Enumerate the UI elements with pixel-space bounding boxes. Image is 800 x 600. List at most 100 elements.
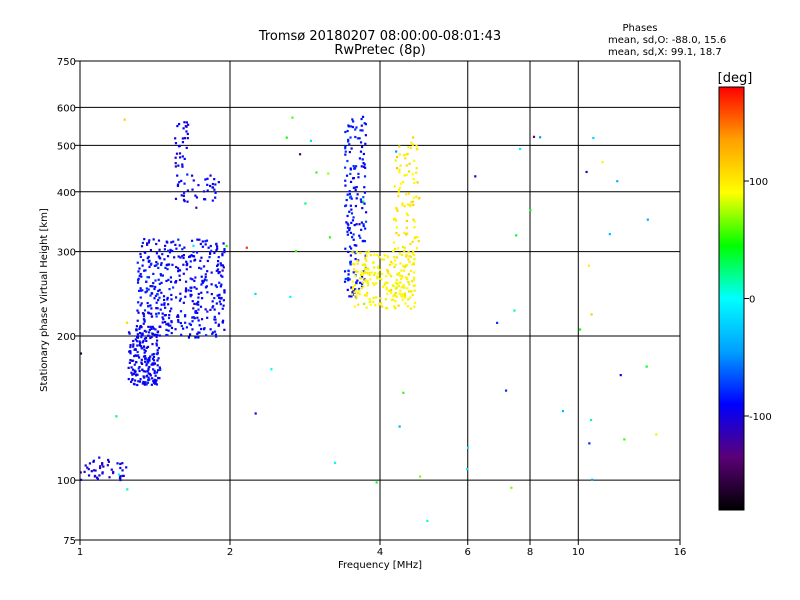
data-point (147, 241, 151, 244)
data-point (411, 173, 414, 176)
data-point (196, 316, 199, 319)
data-point (155, 301, 158, 304)
data-point (148, 265, 151, 269)
data-point (413, 159, 416, 162)
data-point (206, 291, 209, 294)
data-point (183, 200, 186, 203)
data-point (392, 256, 396, 259)
x-tick-label: 2 (227, 547, 233, 558)
data-point (407, 203, 410, 206)
data-point (79, 478, 83, 481)
data-point (400, 293, 403, 296)
data-point (368, 297, 371, 301)
data-point (397, 188, 400, 191)
data-point (404, 157, 407, 160)
data-point (217, 324, 220, 327)
data-point (392, 294, 395, 297)
data-point (347, 125, 350, 128)
data-point (223, 249, 226, 253)
data-point (116, 462, 119, 465)
data-point (170, 307, 173, 310)
data-point (142, 259, 145, 262)
data-point (404, 296, 407, 299)
data-point (136, 319, 139, 322)
data-point (160, 303, 163, 306)
data-point (135, 374, 138, 377)
data-point (399, 182, 402, 185)
data-point (197, 308, 200, 311)
data-point (151, 353, 154, 356)
data-point (193, 317, 196, 320)
data-point (194, 276, 197, 279)
data-point (406, 305, 409, 308)
data-point (407, 298, 410, 301)
data-point (215, 245, 219, 248)
data-point (136, 344, 139, 347)
y-axis-ticks: 75 100 200 300 400 500 600 750 (57, 57, 80, 547)
data-point (87, 468, 90, 471)
data-point (137, 301, 140, 304)
data-point (398, 186, 402, 189)
data-point (178, 274, 181, 277)
data-point (143, 238, 146, 241)
data-point (200, 327, 203, 331)
data-point (362, 285, 365, 288)
data-point (191, 316, 194, 319)
data-point (362, 239, 365, 243)
data-point (393, 247, 397, 251)
data-point (196, 238, 199, 241)
data-point (141, 264, 144, 267)
data-point (98, 466, 102, 470)
data-point (188, 333, 192, 336)
colorbar-tick-label: 0 (749, 295, 755, 306)
data-point (175, 152, 179, 155)
data-point (145, 287, 148, 290)
data-point (221, 321, 224, 324)
data-point (217, 256, 220, 259)
data-point (344, 130, 347, 134)
data-point (404, 276, 407, 279)
data-point (106, 464, 109, 467)
data-point (405, 219, 409, 223)
data-point (365, 267, 368, 270)
data-point (143, 348, 146, 351)
data-point (221, 252, 224, 255)
data-point (165, 328, 168, 332)
data-point (151, 362, 154, 365)
data-point (413, 289, 416, 292)
data-point (155, 335, 158, 339)
data-point (133, 371, 136, 374)
data-point (219, 262, 222, 265)
data-point (375, 282, 378, 285)
data-point (348, 245, 352, 248)
data-point (384, 281, 387, 284)
data-point (401, 293, 405, 296)
data-point (350, 286, 353, 290)
data-point (363, 163, 366, 166)
data-point (401, 202, 404, 205)
data-point (349, 167, 352, 170)
data-point (362, 161, 365, 165)
data-point (177, 320, 180, 323)
data-point (396, 209, 399, 212)
data-point (147, 379, 150, 382)
data-point (355, 294, 358, 297)
data-point (409, 205, 412, 208)
data-point (363, 175, 367, 178)
data-point (407, 258, 410, 261)
data-point (327, 172, 330, 175)
data-point (191, 300, 194, 303)
data-point (182, 301, 185, 304)
data-point (117, 473, 121, 476)
data-point (143, 329, 146, 333)
data-point (390, 291, 393, 294)
data-point (221, 264, 225, 267)
data-point (181, 165, 184, 168)
data-point (139, 345, 143, 348)
data-point (408, 283, 411, 286)
data-point (373, 273, 376, 277)
data-point (223, 248, 226, 251)
data-point (139, 304, 142, 307)
data-point (131, 373, 134, 376)
data-point (132, 343, 135, 346)
